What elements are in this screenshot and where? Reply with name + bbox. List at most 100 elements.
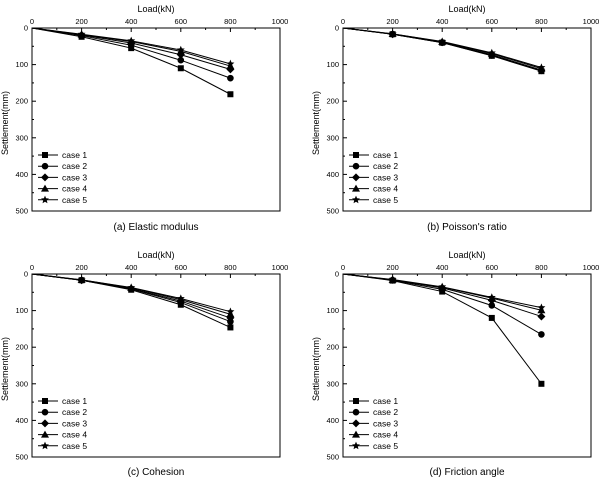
x-tick-label: 600 — [175, 263, 188, 272]
legend-label: case 5 — [373, 441, 398, 451]
x-tick-label: 800 — [224, 17, 237, 26]
x-tick-label: 600 — [486, 17, 499, 26]
x-axis-label: Load(kN) — [448, 250, 485, 260]
y-tick-label: 400 — [15, 416, 28, 425]
legend-label: case 2 — [373, 407, 398, 417]
y-tick-label: 100 — [326, 306, 339, 315]
data-point — [226, 310, 235, 318]
y-tick-label: 200 — [326, 343, 339, 352]
series-case-3 — [31, 273, 235, 322]
legend-label: case 4 — [62, 184, 87, 194]
series-case-5 — [31, 273, 235, 316]
y-tick-label: 200 — [15, 97, 28, 106]
legend-marker — [41, 419, 49, 428]
legend-label: case 2 — [62, 161, 87, 171]
x-tick-label: 200 — [75, 263, 88, 272]
y-tick-label: 500 — [15, 453, 28, 462]
y-tick-label: 100 — [326, 60, 339, 69]
x-tick-label: 600 — [486, 263, 499, 272]
series-case-5 — [342, 27, 546, 71]
x-axis-label: Load(kN) — [137, 250, 174, 260]
x-axis-label: Load(kN) — [137, 4, 174, 14]
y-tick-label: 500 — [326, 453, 339, 462]
data-point — [227, 74, 234, 82]
data-point — [176, 294, 185, 302]
x-tick-label: 1000 — [583, 263, 600, 272]
data-point — [537, 306, 546, 314]
legend-label: case 4 — [62, 430, 87, 440]
legend-marker — [41, 195, 49, 204]
panel-caption: (c) Cohesion — [128, 467, 185, 478]
legend-marker — [352, 162, 360, 170]
series-line — [342, 27, 542, 71]
series-line — [31, 273, 231, 319]
x-tick-label: 200 — [75, 17, 88, 26]
series-case-3 — [342, 273, 546, 321]
x-tick-label: 200 — [386, 17, 399, 26]
series-line — [31, 273, 231, 323]
data-point — [176, 45, 185, 54]
legend-marker — [352, 430, 360, 438]
x-tick-label: 0 — [341, 263, 345, 272]
y-tick-label: 300 — [15, 379, 28, 388]
y-tick-label: 400 — [15, 170, 28, 179]
legend-marker — [352, 419, 360, 428]
legend-marker — [41, 430, 49, 438]
legend-marker — [41, 184, 49, 192]
data-point — [488, 314, 495, 321]
legend-label: case 3 — [62, 418, 87, 428]
x-tick-label: 600 — [175, 17, 188, 26]
series-case-2 — [31, 273, 234, 325]
series-line — [31, 27, 231, 79]
y-tick-label: 100 — [15, 306, 28, 315]
series-case-2 — [342, 273, 545, 338]
legend-label: case 1 — [373, 396, 398, 406]
legend-marker — [41, 173, 49, 182]
data-point — [227, 91, 234, 98]
legend-label: case 4 — [373, 430, 398, 440]
legend-marker — [353, 398, 359, 404]
data-point — [537, 63, 546, 71]
y-tick-label: 500 — [326, 207, 339, 216]
panel-caption: (d) Friction angle — [429, 467, 504, 478]
data-point — [438, 37, 447, 45]
data-point — [77, 275, 86, 284]
legend-label: case 1 — [62, 150, 87, 160]
data-point — [488, 302, 496, 309]
series-case-1 — [31, 27, 234, 98]
legend-label: case 2 — [62, 407, 87, 417]
series-case-4 — [342, 27, 546, 72]
data-point — [487, 48, 496, 57]
y-tick-label: 0 — [335, 270, 339, 279]
y-tick-label: 0 — [24, 24, 28, 33]
legend-label: case 3 — [62, 172, 87, 182]
legend-label: case 1 — [62, 396, 87, 406]
x-tick-label: 1000 — [272, 17, 289, 26]
data-point — [388, 275, 397, 283]
x-tick-label: 400 — [125, 263, 138, 272]
legend-label: case 2 — [373, 161, 398, 171]
y-tick-label: 400 — [326, 170, 339, 179]
x-tick-label: 0 — [30, 263, 34, 272]
panel-3: 0 200 400 600 800 1000 0 100 200 300 400 500 Load(kN… — [0, 250, 288, 478]
data-point — [438, 282, 447, 291]
legend-marker — [352, 441, 360, 450]
y-tick-label: 100 — [15, 60, 28, 69]
panel-2: 0 200 400 600 800 1000 0 100 200 300 400 500 Load(kN… — [311, 4, 599, 233]
series-line — [342, 27, 542, 70]
legend-marker — [352, 195, 360, 204]
x-tick-label: 400 — [436, 17, 449, 26]
x-tick-label: 200 — [386, 263, 399, 272]
panel-caption: (b) Poisson's ratio — [427, 222, 507, 233]
x-tick-label: 800 — [535, 17, 548, 26]
series-case-5 — [31, 27, 235, 68]
data-point — [226, 307, 235, 316]
x-tick-label: 400 — [436, 263, 449, 272]
y-tick-label: 0 — [24, 270, 28, 279]
data-point — [388, 29, 397, 38]
x-tick-label: 800 — [535, 263, 548, 272]
